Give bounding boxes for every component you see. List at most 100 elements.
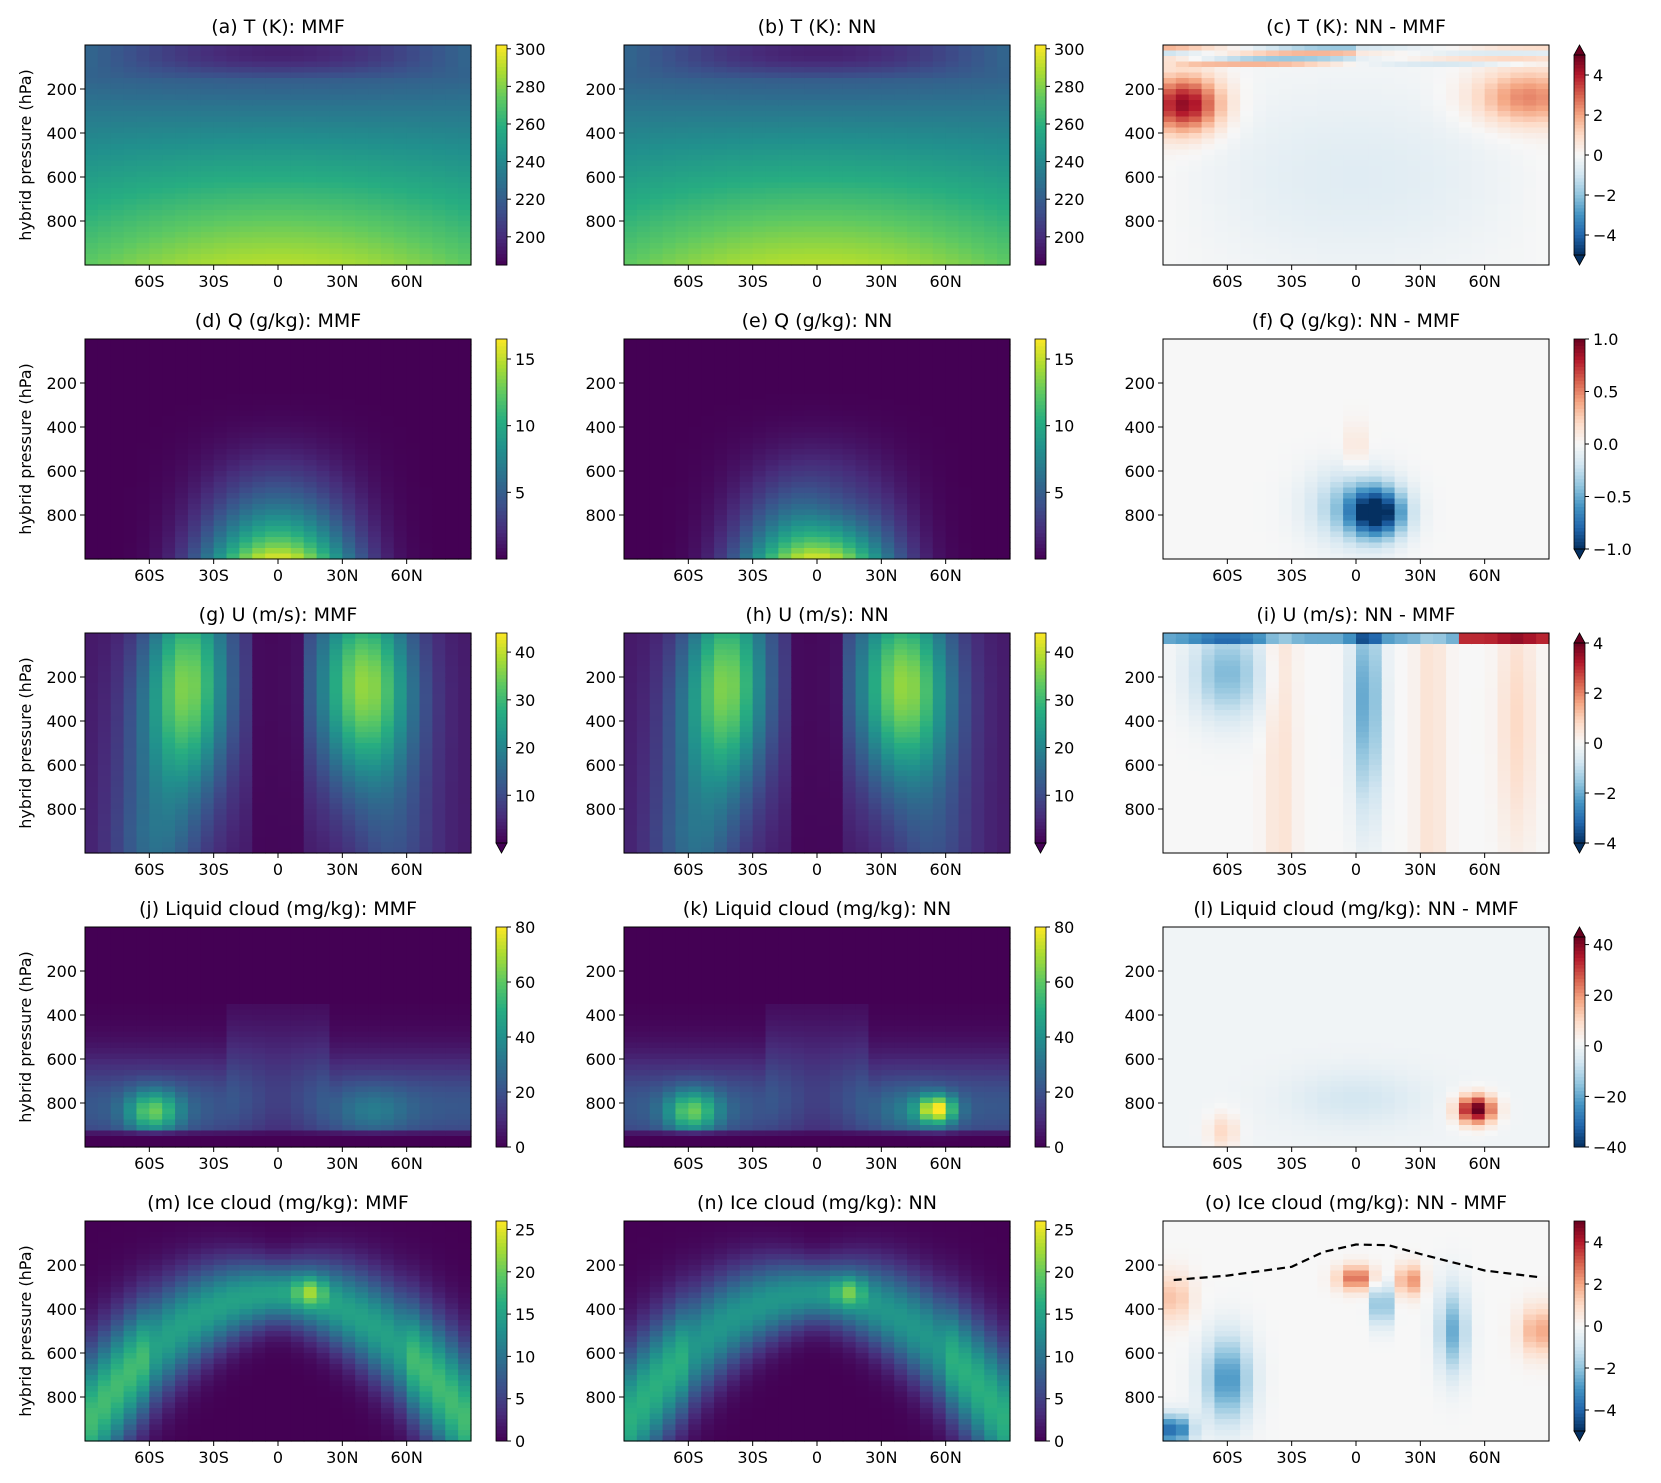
heatmap-cell [1394, 182, 1409, 189]
heatmap-cell [149, 89, 163, 96]
heatmap-cell [458, 188, 472, 195]
heatmap-cell [765, 127, 779, 134]
heatmap-cell [1523, 149, 1537, 156]
heatmap-cell [252, 548, 266, 555]
heatmap-cell [239, 504, 253, 511]
heatmap-cell [136, 61, 150, 68]
heatmap-cell [984, 127, 998, 134]
heatmap-cell [1420, 193, 1434, 200]
heatmap-cell [406, 537, 421, 544]
heatmap-cell [1175, 61, 1190, 68]
heatmap-cell [316, 372, 331, 379]
heatmap-cell [958, 67, 972, 74]
heatmap-cell [1227, 45, 1241, 52]
heatmap-cell [97, 493, 112, 500]
heatmap-cell [1368, 232, 1383, 239]
heatmap-cell [110, 531, 125, 538]
heatmap-cell [752, 182, 767, 189]
heatmap-cell [1356, 138, 1370, 145]
heatmap-cell [624, 144, 638, 151]
heatmap-cell [714, 237, 728, 244]
heatmap-cell [765, 61, 779, 68]
heatmap-cell [739, 177, 754, 184]
heatmap-cell [958, 61, 972, 68]
heatmap-cell [1471, 105, 1486, 112]
heatmap-cell [958, 50, 972, 57]
heatmap-cell [355, 399, 369, 406]
heatmap-cell [406, 399, 421, 406]
heatmap-cell [162, 504, 176, 511]
heatmap-cell [329, 553, 343, 560]
heatmap-cell [817, 160, 831, 167]
heatmap-cell [1356, 188, 1370, 195]
heatmap-cell [97, 221, 112, 228]
heatmap-cell [110, 416, 125, 423]
heatmap-cell [675, 127, 689, 134]
heatmap-cell [187, 182, 202, 189]
heatmap-cell [213, 171, 228, 178]
heatmap-cell [85, 221, 99, 228]
heatmap-cell [239, 50, 253, 57]
heatmap-cell [303, 394, 318, 401]
heatmap-cell [368, 204, 382, 211]
heatmap-cell [1343, 160, 1357, 167]
heatmap-cell [368, 383, 382, 390]
heatmap-cell [752, 155, 767, 162]
heatmap-cell [894, 199, 908, 206]
heatmap-cell [1471, 50, 1486, 57]
colorbar-segment [1574, 221, 1585, 226]
heatmap-cell [1407, 237, 1421, 244]
heatmap-cell [829, 116, 844, 123]
heatmap-cell [290, 94, 305, 101]
heatmap-cell [1214, 94, 1228, 101]
heatmap-cell [419, 94, 433, 101]
heatmap-cell [1278, 199, 1293, 206]
heatmap-cell [239, 493, 253, 500]
heatmap-cell [624, 188, 638, 195]
heatmap-cell [278, 204, 292, 211]
heatmap-cell [1304, 232, 1318, 239]
heatmap-cell [1471, 61, 1486, 68]
heatmap-cell [187, 383, 202, 390]
heatmap-cell [1265, 166, 1280, 173]
heatmap-cell [110, 83, 125, 90]
heatmap-cell [817, 254, 831, 261]
heatmap-cell [791, 204, 805, 211]
heatmap-cell [649, 94, 664, 101]
heatmap-cell [162, 388, 176, 395]
heatmap-cell [1458, 67, 1473, 74]
heatmap-cell [907, 232, 921, 239]
heatmap-cell [136, 421, 150, 428]
heatmap-cell [868, 67, 882, 74]
heatmap-cell [1188, 155, 1203, 162]
heatmap-cell [303, 166, 318, 173]
heatmap-cell [624, 133, 638, 140]
heatmap-cell [1201, 221, 1216, 228]
heatmap-cell [675, 72, 689, 79]
heatmap-cell [355, 89, 369, 96]
heatmap-cell [290, 116, 305, 123]
heatmap-cell [1381, 56, 1396, 63]
heatmap-cell [329, 182, 343, 189]
heatmap-cell [316, 355, 331, 362]
heatmap-cell [829, 226, 844, 233]
heatmap-cell [458, 215, 472, 222]
heatmap-cell [393, 89, 408, 96]
heatmap-cell [303, 471, 318, 478]
heatmap-cell [1240, 127, 1254, 134]
heatmap-cell [226, 454, 240, 461]
colorbar-segment [1574, 101, 1585, 106]
heatmap-cell [355, 443, 369, 450]
heatmap-cell [136, 498, 150, 505]
heatmap-cell [971, 56, 985, 63]
heatmap-cell [278, 405, 292, 412]
heatmap-cell [804, 199, 818, 206]
heatmap-cell [432, 399, 446, 406]
heatmap-cell [432, 182, 446, 189]
heatmap-cell [662, 215, 677, 222]
heatmap-cell [393, 421, 408, 428]
heatmap-cell [829, 155, 844, 162]
heatmap-cell [1240, 45, 1254, 52]
heatmap-cell [932, 259, 947, 266]
heatmap-cell [265, 210, 279, 217]
